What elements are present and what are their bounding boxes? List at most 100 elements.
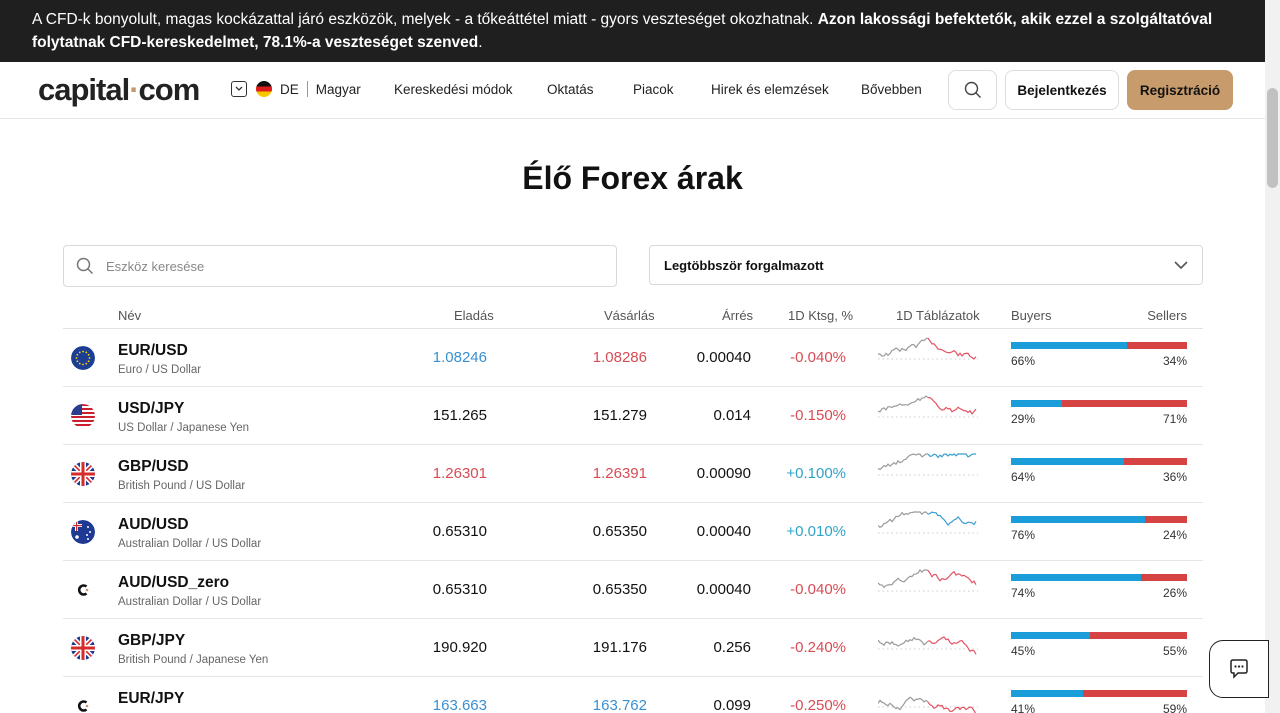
col-header-sell[interactable]: Eladás bbox=[454, 308, 494, 323]
uk-flag-icon bbox=[71, 636, 95, 660]
sparkline-chart bbox=[877, 696, 978, 713]
sort-selected-value: Legtöbbször forgalmazott bbox=[664, 257, 824, 273]
scrollbar-thumb[interactable] bbox=[1267, 88, 1278, 188]
asset-symbol[interactable]: EUR/JPY bbox=[118, 690, 185, 707]
capital-logo[interactable]: capital·com bbox=[38, 72, 200, 108]
sellers-percent: 24% bbox=[1162, 528, 1187, 542]
asset-symbol[interactable]: USD/JPY bbox=[118, 400, 185, 417]
asset-symbol[interactable]: EUR/USD bbox=[118, 342, 188, 359]
table-row[interactable]: EUR/USD Euro / US Dollar 1.08246 1.08286 0.0… bbox=[63, 329, 1203, 387]
sentiment-bar bbox=[1011, 458, 1187, 465]
asset-symbol[interactable]: GBP/JPY bbox=[118, 632, 186, 649]
capital-logo-icon bbox=[71, 694, 95, 713]
sellers-bar-fill bbox=[1127, 342, 1187, 349]
spread-value: 0.099 bbox=[713, 697, 751, 713]
buyers-bar-fill bbox=[1011, 574, 1142, 581]
buyers-percent: 45% bbox=[1011, 644, 1036, 658]
register-button[interactable]: Regisztráció bbox=[1127, 70, 1233, 110]
spread-value: 0.00090 bbox=[696, 465, 751, 482]
buy-price[interactable]: 0.65350 bbox=[592, 523, 647, 540]
sell-price[interactable]: 151.265 bbox=[432, 407, 487, 424]
uk-flag-icon bbox=[71, 462, 95, 486]
asset-search-input[interactable] bbox=[106, 258, 586, 274]
sellers-bar-fill bbox=[1144, 516, 1187, 523]
buy-price[interactable]: 191.176 bbox=[592, 639, 647, 656]
asset-symbol[interactable]: GBP/USD bbox=[118, 458, 189, 475]
site-header: capital·com DE Magyar Kereskedési módok … bbox=[0, 62, 1265, 119]
buyers-bar-fill bbox=[1011, 690, 1084, 697]
asset-description: Euro / US Dollar bbox=[118, 364, 202, 376]
buy-price[interactable]: 1.26391 bbox=[592, 465, 647, 482]
daily-change: -0.040% bbox=[790, 349, 846, 366]
sell-price[interactable]: 1.26301 bbox=[432, 465, 487, 482]
table-row[interactable]: USD/JPY US Dollar / Japanese Yen 151.265 15… bbox=[63, 387, 1203, 445]
buy-price[interactable]: 0.65350 bbox=[592, 581, 647, 598]
nav-education[interactable]: Oktatás bbox=[547, 82, 594, 97]
sellers-bar-fill bbox=[1062, 400, 1187, 407]
daily-change: -0.040% bbox=[790, 581, 846, 598]
search-icon bbox=[964, 81, 981, 98]
buy-price[interactable]: 151.279 bbox=[592, 407, 647, 424]
col-header-name[interactable]: Név bbox=[118, 308, 142, 323]
sellers-bar-fill bbox=[1123, 458, 1187, 465]
asset-symbol[interactable]: AUD/USD bbox=[118, 516, 189, 533]
sentiment-bar bbox=[1011, 632, 1187, 639]
table-row[interactable]: GBP/USD British Pound / US Dollar 1.26301 1… bbox=[63, 445, 1203, 503]
sell-price[interactable]: 163.663 bbox=[432, 697, 487, 713]
table-row[interactable]: EUR/JPY 163.663 163.762 0.099 -0.250% 41% 59% bbox=[63, 677, 1203, 713]
sell-price[interactable]: 1.08246 bbox=[432, 349, 487, 366]
search-icon bbox=[76, 257, 94, 275]
sort-dropdown[interactable]: Legtöbbször forgalmazott bbox=[649, 245, 1203, 285]
language-divider bbox=[306, 81, 308, 97]
col-header-change[interactable]: 1D Ktsg, % bbox=[788, 308, 854, 323]
buyers-percent: 41% bbox=[1011, 702, 1036, 713]
daily-chart bbox=[877, 567, 978, 613]
buyers-bar-fill bbox=[1011, 342, 1128, 349]
nav-more[interactable]: Bővebben bbox=[861, 82, 922, 97]
col-header-chart: 1D Táblázatok bbox=[896, 308, 980, 323]
chevron-down-icon[interactable] bbox=[231, 81, 247, 97]
buyers-percent: 64% bbox=[1011, 470, 1036, 484]
sellers-bar-fill bbox=[1090, 632, 1187, 639]
header-search-button[interactable] bbox=[948, 70, 997, 110]
table-row[interactable]: GBP/JPY British Pound / Japanese Yen 190.9… bbox=[63, 619, 1203, 677]
asset-search-box[interactable] bbox=[63, 245, 617, 287]
login-button[interactable]: Bejelentkezés bbox=[1005, 70, 1119, 110]
spread-value: 0.00040 bbox=[696, 523, 751, 540]
col-header-spread[interactable]: Árrés bbox=[722, 308, 754, 323]
sellers-percent: 36% bbox=[1162, 470, 1187, 484]
asset-description: British Pound / Japanese Yen bbox=[118, 654, 269, 666]
sell-price[interactable]: 0.65310 bbox=[432, 523, 487, 540]
sentiment-bar bbox=[1011, 342, 1187, 349]
sell-price[interactable]: 0.65310 bbox=[432, 581, 487, 598]
nav-news-analysis[interactable]: Hirek és elemzések bbox=[711, 82, 829, 97]
page-scrollbar[interactable] bbox=[1265, 0, 1280, 713]
daily-change: -0.150% bbox=[790, 407, 846, 424]
table-row[interactable]: AUD/USD Australian Dollar / US Dollar 0.65… bbox=[63, 503, 1203, 561]
logo-dot: · bbox=[129, 72, 139, 107]
buy-price[interactable]: 163.762 bbox=[592, 697, 647, 713]
chat-icon bbox=[1230, 659, 1248, 679]
risk-warning-text: A CFD-k bonyolult, magas kockázattal jár… bbox=[32, 11, 814, 28]
sell-price[interactable]: 190.920 bbox=[432, 639, 487, 656]
daily-chart bbox=[877, 509, 978, 555]
spread-value: 0.014 bbox=[713, 407, 751, 424]
chat-button[interactable] bbox=[1209, 640, 1269, 698]
daily-chart bbox=[877, 393, 978, 439]
sparkline-chart bbox=[877, 337, 978, 360]
table-row[interactable]: AUD/USD_zero Australian Dollar / US Dolla… bbox=[63, 561, 1203, 619]
daily-change: -0.240% bbox=[790, 639, 846, 656]
asset-symbol[interactable]: AUD/USD_zero bbox=[118, 574, 230, 591]
nav-markets[interactable]: Piacok bbox=[633, 82, 674, 97]
language-selector[interactable]: DE Magyar bbox=[231, 81, 361, 97]
nav-trading-modes[interactable]: Kereskedési módok bbox=[394, 82, 513, 97]
buy-price[interactable]: 1.08286 bbox=[592, 349, 647, 366]
spread-value: 0.256 bbox=[713, 639, 751, 656]
col-header-buy[interactable]: Vásárlás bbox=[604, 308, 655, 323]
region-code: DE bbox=[280, 81, 299, 97]
capital-logo-icon bbox=[71, 578, 95, 602]
buyers-bar-fill bbox=[1011, 632, 1091, 639]
daily-chart bbox=[877, 451, 978, 497]
germany-flag-icon bbox=[256, 81, 272, 97]
sentiment-bar bbox=[1011, 516, 1187, 523]
